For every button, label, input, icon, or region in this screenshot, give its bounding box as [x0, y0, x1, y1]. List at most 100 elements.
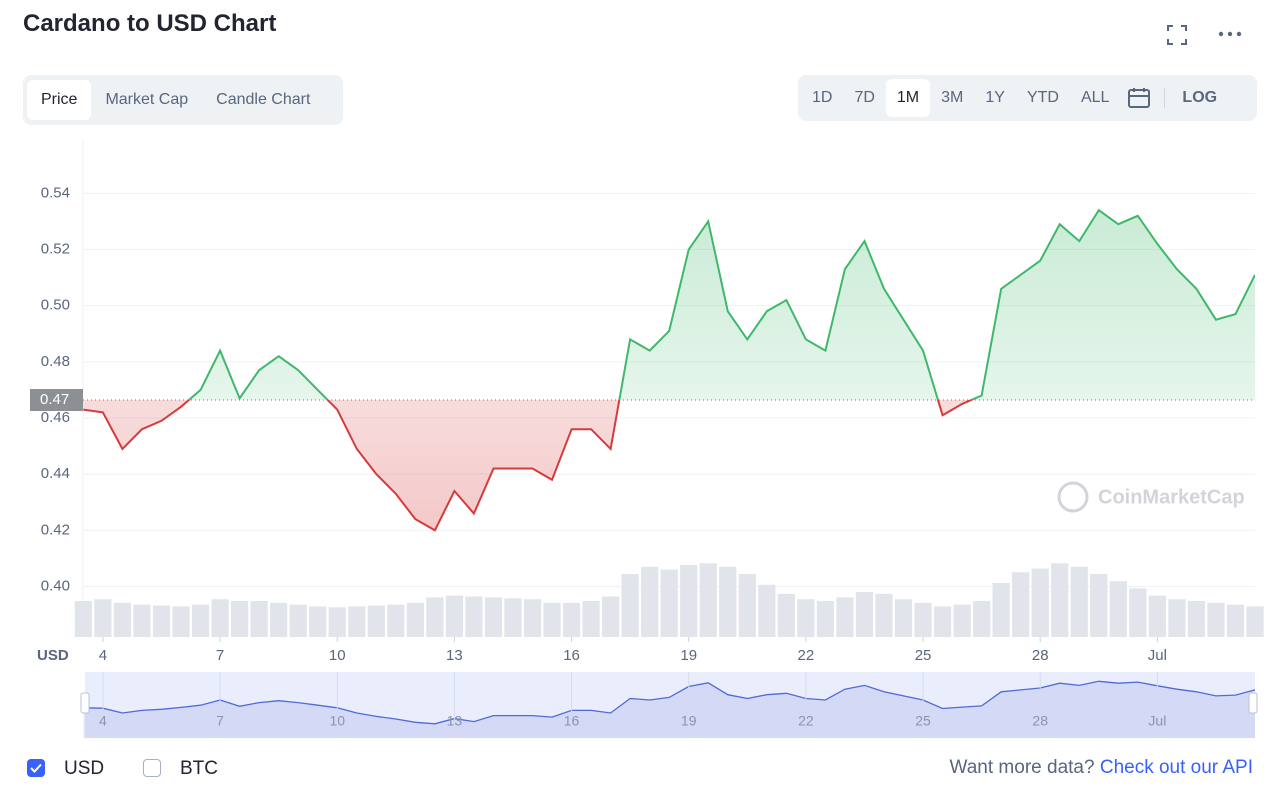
volume-bar: [1187, 601, 1206, 637]
volume-bar: [933, 606, 952, 637]
log-toggle[interactable]: LOG: [1182, 89, 1218, 106]
range-button[interactable]: YTD: [1026, 89, 1059, 106]
volume-bar: [133, 604, 151, 637]
x-tick-label: 28: [1032, 647, 1049, 664]
watermark: CoinMarketCap: [1057, 481, 1245, 513]
x-tick-label: 19: [680, 647, 697, 664]
volume-bar: [172, 606, 190, 637]
volume-bar: [992, 583, 1010, 637]
volume-bar: [582, 601, 600, 637]
tab[interactable]: Price: [27, 80, 92, 120]
volume-bar: [1070, 566, 1088, 637]
y-tick-label: 0.48: [41, 353, 70, 370]
volume-bar: [1226, 604, 1245, 637]
volume-bar: [719, 566, 737, 637]
navigator-tick-label: 16: [564, 713, 580, 729]
volume-bar: [1109, 581, 1127, 637]
price-line-up: [187, 208, 1255, 401]
y-tick-label: 0.40: [41, 577, 70, 594]
volume-bar: [660, 569, 678, 637]
more-icon[interactable]: [1218, 30, 1242, 38]
area-up: [83, 210, 1255, 401]
x-tick-label: 25: [915, 647, 932, 664]
navigator-handle[interactable]: [80, 692, 90, 714]
y-tick-label: 0.46: [41, 409, 70, 426]
volume-bar: [699, 563, 717, 637]
volume-bar: [406, 602, 424, 637]
volume-bar: [602, 596, 620, 637]
volume-bar: [387, 604, 405, 637]
volume-bar: [758, 584, 776, 637]
volume-bar: [523, 599, 542, 637]
volume-bar: [348, 606, 366, 637]
volume-bar: [543, 602, 561, 637]
navigator-tick-label: Jul: [1148, 713, 1166, 729]
calendar-icon[interactable]: [1120, 87, 1158, 109]
tab[interactable]: Market Cap: [105, 91, 189, 108]
volume-bar: [894, 599, 913, 637]
volume-bar: [621, 574, 639, 637]
range-button[interactable]: 3M: [941, 89, 964, 106]
navigator-tick-label: 7: [216, 713, 224, 729]
volume-bar: [738, 574, 756, 637]
volume-bar: [211, 599, 229, 637]
x-tick-label: 22: [798, 647, 815, 664]
checkbox[interactable]: [143, 759, 161, 777]
checkbox[interactable]: [27, 759, 45, 777]
volume-bar: [1090, 574, 1108, 637]
volume-bar: [816, 601, 835, 637]
volume-bar: [445, 595, 464, 637]
watermark-logo: [1057, 481, 1089, 513]
prompt: Want more data?: [949, 757, 1095, 778]
volume-bar: [230, 601, 249, 637]
x-tick-label: 10: [329, 647, 346, 664]
watermark-text: CoinMarketCap: [1098, 486, 1245, 508]
volume-bar: [504, 598, 522, 637]
volume-bar: [641, 566, 659, 637]
volume-bar: [1129, 588, 1147, 637]
reference-label: 0.47: [40, 391, 69, 408]
volume-bar: [465, 596, 483, 637]
volume-bar: [1207, 602, 1225, 637]
checkbox-label: USD: [64, 758, 105, 779]
volume-bar: [191, 604, 210, 637]
navigator-tick-label: 19: [681, 713, 697, 729]
volume-bar: [1246, 606, 1264, 637]
x-tick-label: Jul: [1148, 647, 1167, 664]
fullscreen-icon[interactable]: [1166, 24, 1188, 46]
navigator-tick-label: 4: [99, 713, 107, 729]
area-down: [83, 400, 972, 531]
volume-bar: [113, 602, 132, 637]
volume-bar: [973, 601, 991, 637]
y-tick-label: 0.44: [41, 465, 70, 482]
navigator-tick-label: 22: [798, 713, 814, 729]
volume-bar: [914, 602, 932, 637]
volume-bar: [836, 597, 854, 637]
volume-bar: [484, 597, 503, 637]
volume-bar: [309, 606, 327, 637]
y-tick-label: 0.50: [41, 297, 70, 314]
y-tick-label: 0.54: [41, 184, 70, 201]
volume-bar: [94, 599, 112, 637]
range-button[interactable]: ALL: [1080, 89, 1110, 106]
range-button[interactable]: 1Y: [985, 89, 1005, 106]
range-button[interactable]: 7D: [854, 89, 875, 106]
volume-bar: [797, 599, 815, 637]
volume-bar: [1148, 595, 1166, 637]
volume-bar: [367, 605, 385, 637]
volume-bar: [74, 601, 92, 637]
range-button[interactable]: 1D: [812, 89, 833, 106]
volume-bar: [680, 565, 698, 637]
volume-bar: [855, 592, 874, 637]
volume-bar: [152, 605, 171, 637]
range-button[interactable]: 1M: [885, 79, 931, 117]
navigator-handle[interactable]: [1248, 692, 1258, 714]
volume-bar: [875, 593, 893, 637]
tab[interactable]: Candle Chart: [216, 91, 311, 108]
y-unit: USD: [37, 647, 69, 664]
separator: [1164, 88, 1166, 108]
footer: Want more data? Check out our API USD BTC: [0, 750, 1280, 786]
api-link[interactable]: Check out our API: [1099, 757, 1253, 778]
volume-bar: [562, 602, 581, 637]
